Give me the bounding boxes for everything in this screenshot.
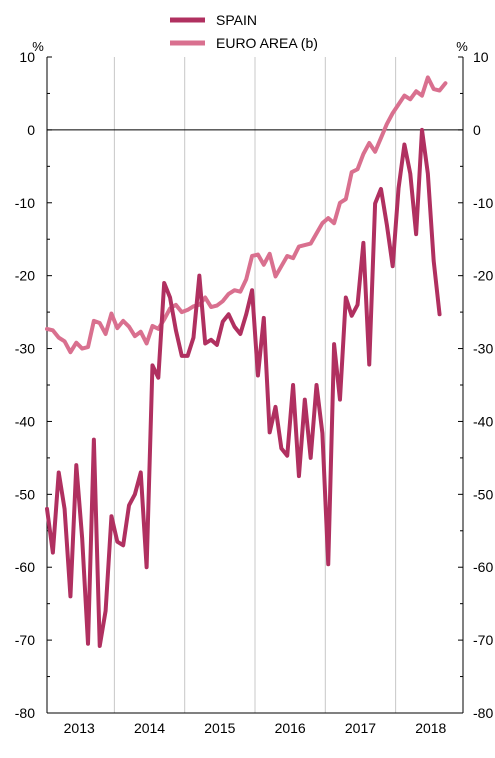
series-line-spain xyxy=(45,127,442,648)
y-tick-label-left: -70 xyxy=(15,632,35,648)
y-tick-label-left: -20 xyxy=(15,268,35,284)
y-tick-label-right: -40 xyxy=(473,413,493,429)
y-tick-label-left: -40 xyxy=(15,413,35,429)
legend-label-spain: SPAIN xyxy=(216,12,257,28)
y-tick-label-right: -30 xyxy=(473,341,493,357)
y-tick-label-right: -70 xyxy=(473,632,493,648)
unit-label-right: % xyxy=(456,39,468,54)
x-tick-label: 2014 xyxy=(134,720,165,736)
x-tick-label: 2013 xyxy=(64,720,95,736)
unit-label-left: % xyxy=(32,39,44,54)
x-tick-label: 2016 xyxy=(275,720,306,736)
y-tick-label-left: -60 xyxy=(15,559,35,575)
series-lines xyxy=(45,75,448,648)
y-tick-label-right: -60 xyxy=(473,559,493,575)
y-tick-label-right: -50 xyxy=(473,486,493,502)
y-tick-label-left: 0 xyxy=(27,122,35,138)
legend: SPAIN EURO AREA (b) xyxy=(170,12,318,51)
y-tick-label-right: -10 xyxy=(473,195,493,211)
y-tick-label-right: 10 xyxy=(473,49,489,65)
y-tick-labels: 10 10 0 0 -10 -10 -20 -20 -30 -30 -40 -40 -50 -50 -60 -… xyxy=(15,49,494,721)
x-tick-label: 2015 xyxy=(204,720,235,736)
y-tick-label-left: -80 xyxy=(15,705,35,721)
y-tick-label-left: -30 xyxy=(15,341,35,357)
legend-label-euro-area: EURO AREA (b) xyxy=(216,35,318,51)
y-tick-label-right: -20 xyxy=(473,268,493,284)
x-tick-labels: 2013 2014 2015 2016 2017 2018 xyxy=(64,720,447,736)
y-tick-label-left: -10 xyxy=(15,195,35,211)
y-tick-label-right: -80 xyxy=(473,705,493,721)
y-tick-label-right: 0 xyxy=(473,122,481,138)
y-tick-label-left: -50 xyxy=(15,486,35,502)
x-tick-label: 2018 xyxy=(415,720,446,736)
series-line-euro-area xyxy=(45,75,448,355)
year-gridlines xyxy=(113,57,397,713)
y-tick-label-left: 10 xyxy=(19,49,35,65)
x-tick-label: 2017 xyxy=(345,720,376,736)
